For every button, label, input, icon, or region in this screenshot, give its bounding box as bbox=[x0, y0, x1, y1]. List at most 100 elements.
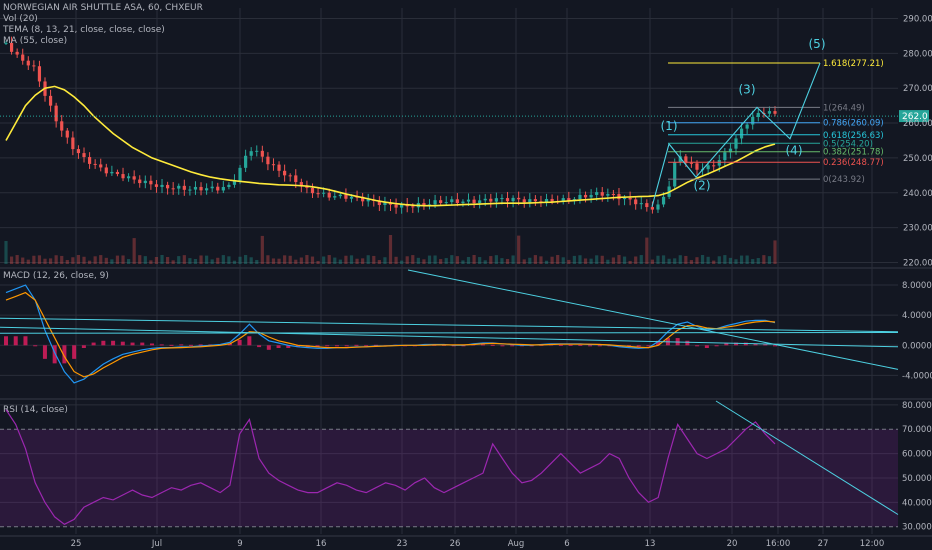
volume-bar bbox=[4, 241, 8, 264]
candle-body bbox=[522, 199, 526, 203]
volume-bar bbox=[444, 258, 448, 264]
rsi-tick-label: 60.0000 bbox=[902, 450, 932, 460]
candle-body bbox=[177, 185, 181, 189]
volume-bar bbox=[238, 256, 242, 264]
macd-histogram-bar bbox=[344, 345, 349, 347]
candle-body bbox=[606, 194, 610, 196]
fib-label: 0.382(251.78) bbox=[823, 148, 884, 158]
candle-body bbox=[238, 167, 242, 181]
macd-histogram-bar bbox=[159, 344, 164, 346]
volume-bar bbox=[283, 255, 287, 264]
volume-bar bbox=[600, 255, 604, 264]
candle-body bbox=[723, 152, 727, 161]
candle-body bbox=[249, 151, 253, 156]
candle-body bbox=[138, 179, 142, 184]
volume-bar bbox=[762, 255, 766, 264]
volume-bar bbox=[65, 260, 69, 264]
volume-bar bbox=[227, 256, 231, 264]
volume-bar bbox=[93, 256, 97, 264]
macd-histogram-bar bbox=[266, 345, 271, 350]
candle-body bbox=[427, 204, 432, 206]
candle-body bbox=[511, 197, 515, 202]
volume-bar bbox=[500, 258, 504, 264]
rsi-legend: RSI (14, close) bbox=[3, 405, 68, 416]
candle-body bbox=[500, 198, 504, 200]
volume-bar bbox=[377, 260, 381, 264]
last-price-tag bbox=[899, 110, 929, 123]
macd-histogram-bar bbox=[276, 345, 281, 349]
volume-bar bbox=[372, 255, 376, 264]
volume-bar bbox=[182, 255, 186, 264]
candle-body bbox=[65, 130, 69, 138]
volume-bar bbox=[9, 256, 14, 264]
volume-bar bbox=[355, 258, 359, 264]
volume-bar bbox=[745, 255, 749, 264]
volume-bar bbox=[556, 255, 560, 264]
candle-body bbox=[377, 200, 381, 206]
volume-bar bbox=[48, 258, 53, 264]
volume-bar bbox=[673, 258, 677, 264]
candle-body bbox=[305, 186, 309, 188]
wave-path bbox=[651, 62, 821, 207]
candle-body bbox=[639, 203, 643, 205]
volume-bar bbox=[678, 255, 682, 264]
volume-bar bbox=[539, 256, 543, 264]
macd-tick-label: 0.0000 bbox=[902, 341, 932, 351]
candle-body bbox=[344, 194, 348, 199]
rsi-tick-label: 30.0000 bbox=[902, 523, 932, 533]
volume-bar bbox=[489, 256, 493, 264]
candle-body bbox=[489, 198, 493, 202]
candle-body bbox=[528, 199, 532, 203]
candle-body bbox=[333, 196, 337, 198]
candle-body bbox=[327, 192, 331, 198]
macd-histogram-bar bbox=[636, 345, 641, 347]
macd-histogram-bar bbox=[91, 342, 96, 346]
signal-line bbox=[5, 291, 776, 378]
volume-bar bbox=[277, 258, 281, 264]
volume-bar bbox=[21, 257, 25, 264]
indicator-vol: Vol (20) bbox=[3, 14, 38, 24]
volume-bar bbox=[695, 257, 699, 264]
x-tick-label: 9 bbox=[237, 539, 242, 549]
rsi-pane bbox=[0, 400, 899, 528]
candle-body bbox=[656, 204, 660, 210]
macd-histogram-bar bbox=[646, 345, 651, 347]
volume-bars bbox=[4, 235, 777, 264]
wave-label: (4) bbox=[786, 143, 803, 157]
candle-body bbox=[166, 184, 170, 189]
price-tick-label: 240.00 bbox=[903, 189, 932, 199]
volume-bar bbox=[661, 255, 666, 264]
volume-bar bbox=[717, 256, 721, 264]
volume-bar bbox=[550, 256, 554, 264]
rsi-tick-label: 50.0000 bbox=[902, 474, 932, 484]
volume-bar bbox=[405, 256, 409, 264]
macd-histogram-bar bbox=[179, 344, 184, 346]
volume-bar bbox=[667, 258, 671, 264]
volume-bar bbox=[589, 258, 593, 264]
macd-histogram-bar bbox=[247, 336, 252, 346]
fib-label: 0.786(260.09) bbox=[823, 119, 884, 129]
price-candles bbox=[4, 36, 777, 214]
wave-label: (5) bbox=[809, 37, 826, 51]
x-tick-label: 16 bbox=[316, 539, 327, 549]
candle-body bbox=[567, 198, 571, 201]
candle-body bbox=[544, 198, 549, 203]
candle-body bbox=[104, 167, 108, 174]
candle-body bbox=[160, 184, 164, 187]
volume-bar bbox=[138, 255, 142, 264]
volume-bar bbox=[544, 260, 549, 264]
candle-body bbox=[126, 176, 131, 179]
x-tick-label: Aug bbox=[508, 539, 525, 549]
candle-body bbox=[171, 188, 175, 190]
x-tick-label: Jul bbox=[151, 539, 162, 549]
candle-body bbox=[299, 182, 303, 187]
candle-body bbox=[561, 198, 565, 202]
volume-bar bbox=[310, 256, 315, 264]
candle-body bbox=[678, 156, 682, 163]
volume-bar bbox=[478, 257, 482, 264]
volume-bar bbox=[366, 255, 370, 264]
x-tick-label: 6 bbox=[564, 539, 569, 549]
candle-body bbox=[182, 185, 186, 190]
y-axes: 262.0 290.00 280.00 270.00 260.00 250.00 240.0… bbox=[899, 14, 932, 533]
macd-histogram-bar bbox=[490, 344, 495, 346]
